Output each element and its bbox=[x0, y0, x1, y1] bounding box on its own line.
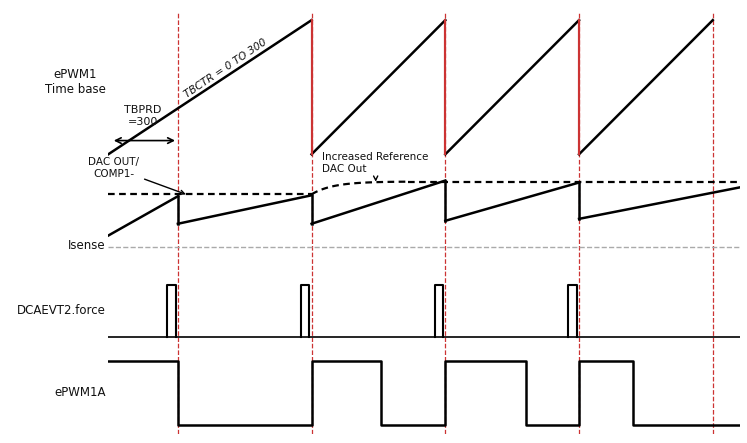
Text: TBCTR = 0 TO 300: TBCTR = 0 TO 300 bbox=[183, 37, 269, 99]
Text: DCAEVT2.force: DCAEVT2.force bbox=[16, 304, 105, 318]
Text: ePWM1A: ePWM1A bbox=[54, 386, 105, 399]
Text: ePWM1
Time base: ePWM1 Time base bbox=[45, 68, 105, 96]
Text: Isense: Isense bbox=[68, 239, 105, 252]
Text: TBPRD
=300: TBPRD =300 bbox=[125, 105, 162, 127]
Text: DAC OUT/
COMP1-: DAC OUT/ COMP1- bbox=[88, 157, 185, 194]
Text: Increased Reference
DAC Out: Increased Reference DAC Out bbox=[322, 152, 429, 180]
